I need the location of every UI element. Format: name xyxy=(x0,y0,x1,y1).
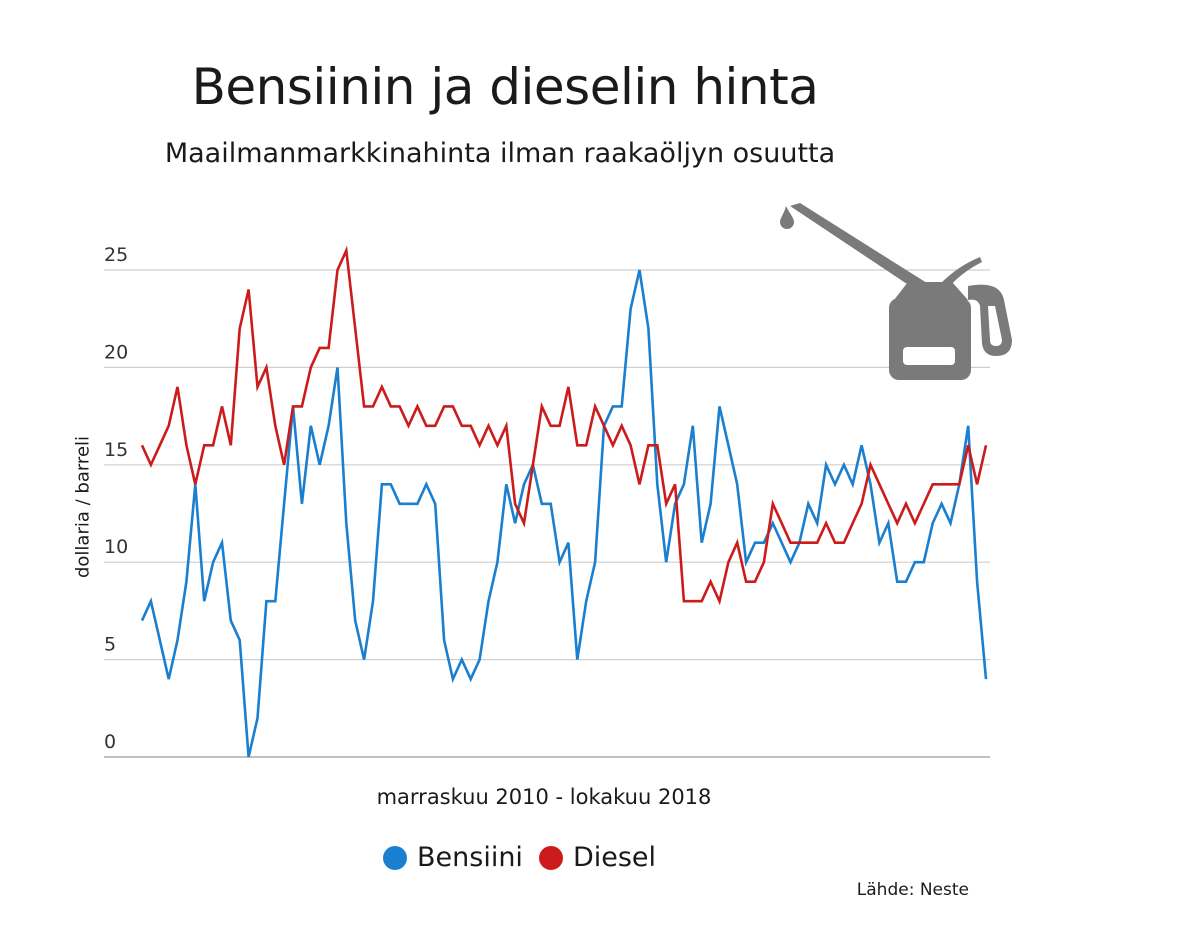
chart-title: Bensiinin ja dieselin hinta xyxy=(191,58,819,116)
legend-dot-diesel xyxy=(538,845,563,870)
chart-subtitle: Maailmanmarkkinahinta ilman raakaöljyn o… xyxy=(164,138,836,169)
x-axis-label: marraskuu 2010 - lokakuu 2018 xyxy=(376,785,712,809)
y-tick-label: 25 xyxy=(104,244,128,266)
y-tick-label: 20 xyxy=(104,341,128,363)
legend-item-bensiini: Bensiini xyxy=(383,842,523,873)
legend: Bensiini Diesel xyxy=(383,842,672,873)
oil-can-icon xyxy=(780,203,1012,380)
y-tick-label: 5 xyxy=(104,634,116,656)
y-tick-label: 0 xyxy=(104,731,116,753)
y-axis-label: dollaria / barreli xyxy=(72,435,94,579)
series-lines xyxy=(140,245,988,758)
y-tick-label: 10 xyxy=(104,536,128,558)
grid-lines xyxy=(104,269,990,758)
series-line-diesel xyxy=(140,245,988,606)
series-line-bensiini xyxy=(140,269,988,758)
legend-label-bensiini: Bensiini xyxy=(417,842,523,873)
source-note: Lähde: Neste xyxy=(856,880,969,900)
legend-dot-bensiini xyxy=(383,845,407,870)
legend-label-diesel: Diesel xyxy=(572,842,657,873)
y-tick-labels: 0 5 10 15 20 25 xyxy=(104,244,128,753)
legend-item-diesel: Diesel xyxy=(538,842,657,873)
y-tick-label: 15 xyxy=(104,439,128,461)
